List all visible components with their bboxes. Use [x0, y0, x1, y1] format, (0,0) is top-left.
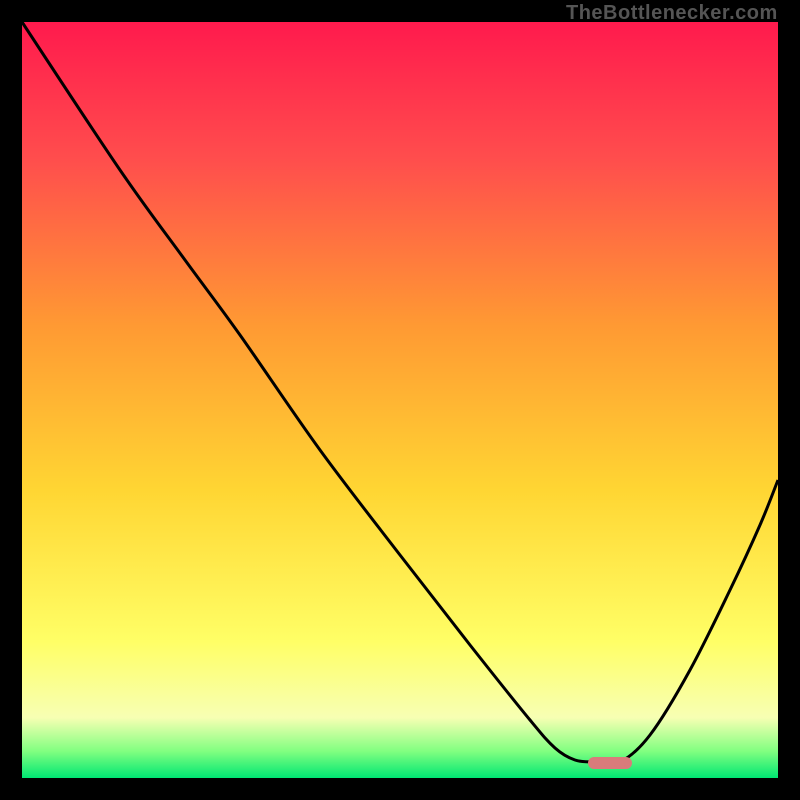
bottleneck-curve — [22, 22, 778, 764]
watermark: TheBottlenecker.com — [566, 2, 778, 25]
chart-frame: TheBottlenecker.com — [0, 0, 800, 800]
curve-layer — [0, 0, 800, 800]
optimal-marker — [588, 757, 632, 769]
